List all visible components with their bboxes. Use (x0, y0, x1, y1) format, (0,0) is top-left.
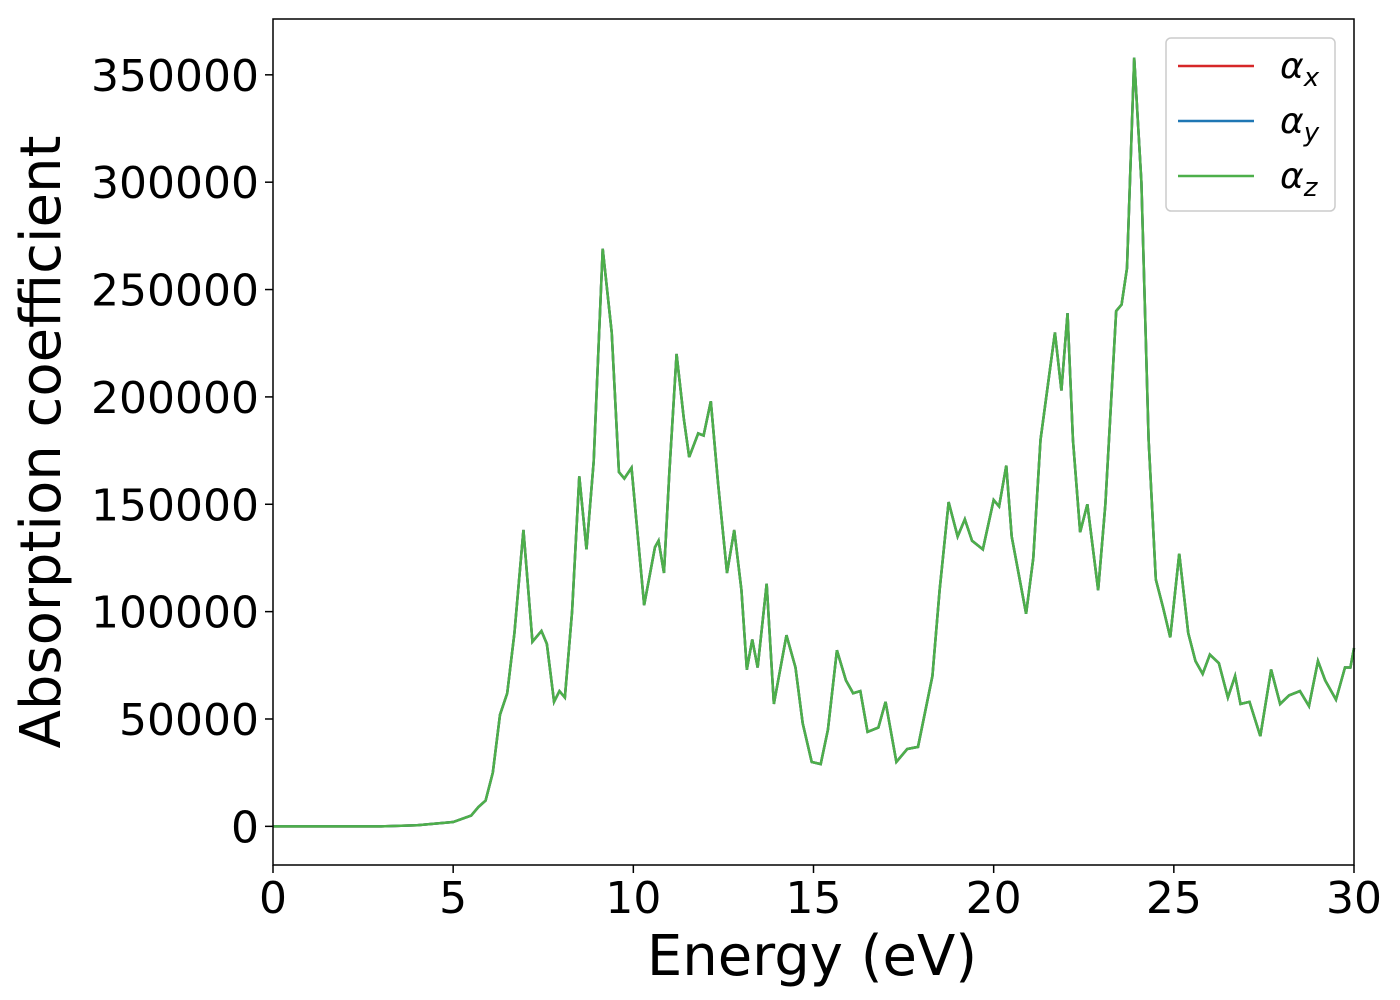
plot-frame (272, 18, 1355, 866)
series-line (273, 57, 1356, 828)
y-tick-label: 100000 (91, 588, 259, 639)
legend-label: αx (1280, 46, 1320, 93)
y-tick-label: 250000 (91, 266, 259, 317)
legend-label: αz (1280, 156, 1319, 203)
y-tick-label: 300000 (91, 158, 259, 209)
y-tick-label: 350000 (91, 51, 259, 102)
y-axis-label: Absorption coefficient (9, 136, 74, 749)
y-tick-label: 0 (231, 802, 259, 853)
legend-label: αy (1280, 101, 1320, 148)
x-tick-label: 25 (1146, 873, 1202, 924)
x-tick-label: 0 (259, 873, 287, 924)
x-tick-label: 20 (966, 873, 1022, 924)
y-tick-label: 150000 (91, 480, 259, 531)
y-tick-label: 200000 (91, 373, 259, 424)
legend-box (1165, 37, 1336, 212)
y-tick-label: 50000 (119, 695, 259, 746)
x-tick-label: 10 (605, 873, 661, 924)
x-tick-label: 15 (786, 873, 842, 924)
x-axis-label: Energy (eV) (647, 924, 977, 989)
x-tick-label: 5 (439, 873, 467, 924)
x-tick-label: 30 (1326, 873, 1382, 924)
